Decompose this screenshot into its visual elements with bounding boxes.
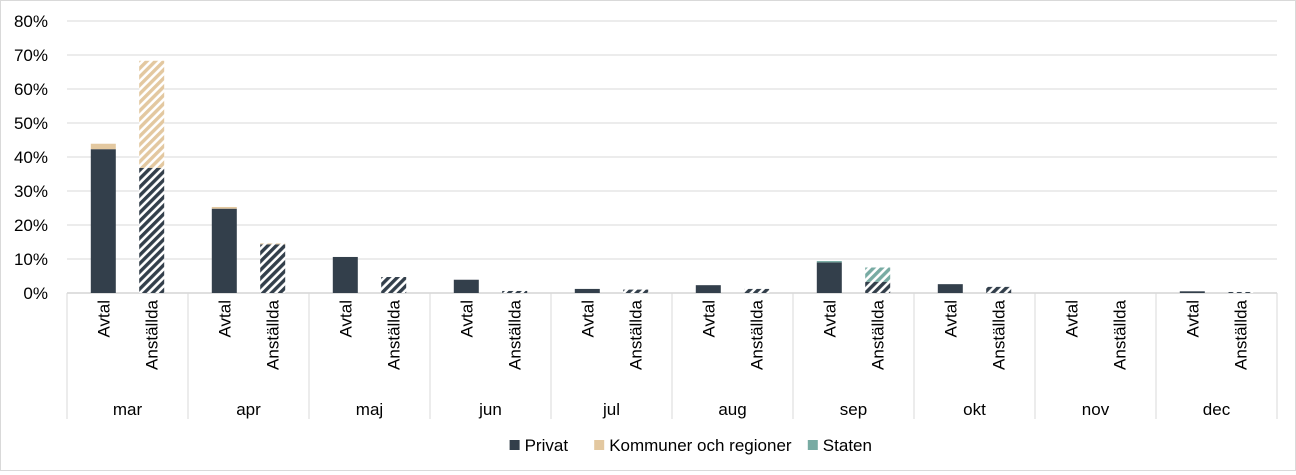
x-month-label: okt: [963, 400, 986, 419]
bar-segment: [816, 262, 842, 293]
bar-segment: [453, 279, 479, 293]
legend-label: Kommuner och regioner: [609, 436, 792, 455]
x-subcategory-label: Anställda: [264, 299, 283, 369]
x-month-label: sep: [840, 400, 867, 419]
y-tick-label: 40%: [14, 148, 48, 167]
bar-segment: [90, 149, 116, 293]
bar-segment: [744, 288, 770, 293]
legend: Privat Kommuner och regioner Staten: [509, 436, 872, 455]
x-subcategory-label: Anställda: [1111, 299, 1130, 369]
x-month-label: jun: [478, 400, 502, 419]
x-subcategory-label: Anställda: [869, 299, 888, 369]
legend-item: Staten: [807, 436, 872, 455]
x-month-label: dec: [1203, 400, 1231, 419]
legend-swatch: [509, 440, 520, 450]
bar-segment: [1228, 291, 1254, 293]
y-tick-label: 60%: [14, 80, 48, 99]
x-subcategory-label: Anställda: [627, 299, 646, 369]
x-month-label: jul: [602, 400, 620, 419]
x-subcategory-label: Avtal: [941, 300, 960, 338]
y-tick-label: 70%: [14, 46, 48, 65]
gridlines: [67, 20, 1277, 294]
bar-segment: [865, 267, 891, 282]
x-month-label: apr: [236, 400, 261, 419]
x-subcategory-label: Avtal: [215, 300, 234, 338]
y-tick-label: 80%: [14, 12, 48, 31]
bars: [90, 60, 1254, 293]
bar-segment: [211, 206, 237, 209]
y-tick-label: 10%: [14, 250, 48, 269]
legend-swatch: [807, 440, 818, 450]
x-month-label: maj: [356, 400, 383, 419]
bar-segment: [211, 208, 237, 293]
x-subcategory-label: Avtal: [1183, 300, 1202, 338]
y-tick-label: 30%: [14, 182, 48, 201]
x-subcategory-label: Avtal: [699, 300, 718, 338]
x-subcategory-label: Avtal: [578, 300, 597, 338]
bar-segment: [260, 244, 286, 293]
x-subcategory-label: Anställda: [1232, 299, 1251, 369]
x-subcategory-label: Anställda: [506, 299, 525, 369]
x-subcategory-label: Avtal: [336, 300, 355, 338]
y-tick-label: 0%: [23, 284, 48, 303]
x-subcategory-label: Avtal: [1062, 300, 1081, 338]
legend-item: Privat: [509, 436, 569, 455]
x-month-label: mar: [113, 400, 143, 419]
bar-segment: [139, 167, 165, 293]
legend-item: Kommuner och regioner: [594, 436, 792, 455]
x-subcategory-label: Avtal: [457, 300, 476, 338]
x-month-label: nov: [1082, 400, 1110, 419]
bar-segment: [986, 286, 1012, 293]
x-month-label: aug: [718, 400, 746, 419]
bar-segment: [865, 281, 891, 293]
bar-segment: [1179, 291, 1205, 293]
bar-segment: [695, 285, 721, 293]
bar-segment: [502, 290, 528, 293]
legend-label: Privat: [525, 436, 569, 455]
bar-segment: [574, 288, 600, 293]
bar-segment: [623, 289, 649, 293]
legend-label: Staten: [823, 436, 872, 455]
bar-segment: [816, 261, 842, 263]
bar-segment: [937, 284, 963, 293]
x-subcategory-label: Avtal: [820, 300, 839, 338]
y-tick-label: 20%: [14, 216, 48, 235]
x-subcategory-label: Avtal: [94, 300, 113, 338]
x-axis: Avtal Anställda mar Avtal Anställda apr Avtal A…: [66, 293, 1278, 419]
bar-segment: [332, 256, 358, 293]
bar-segment: [90, 143, 116, 150]
bar-segment: [381, 277, 407, 293]
bar-segment: [260, 243, 286, 245]
x-subcategory-label: Anställda: [385, 299, 404, 369]
x-subcategory-label: Anställda: [748, 299, 767, 369]
y-tick-label: 50%: [14, 114, 48, 133]
x-subcategory-label: Anställda: [990, 299, 1009, 369]
legend-swatch: [594, 440, 605, 450]
y-axis-tick-labels: 0% 10% 20% 30% 40% 50% 60% 70% 80%: [14, 12, 48, 303]
x-subcategory-label: Anställda: [143, 299, 162, 369]
bar-segment: [139, 60, 165, 168]
